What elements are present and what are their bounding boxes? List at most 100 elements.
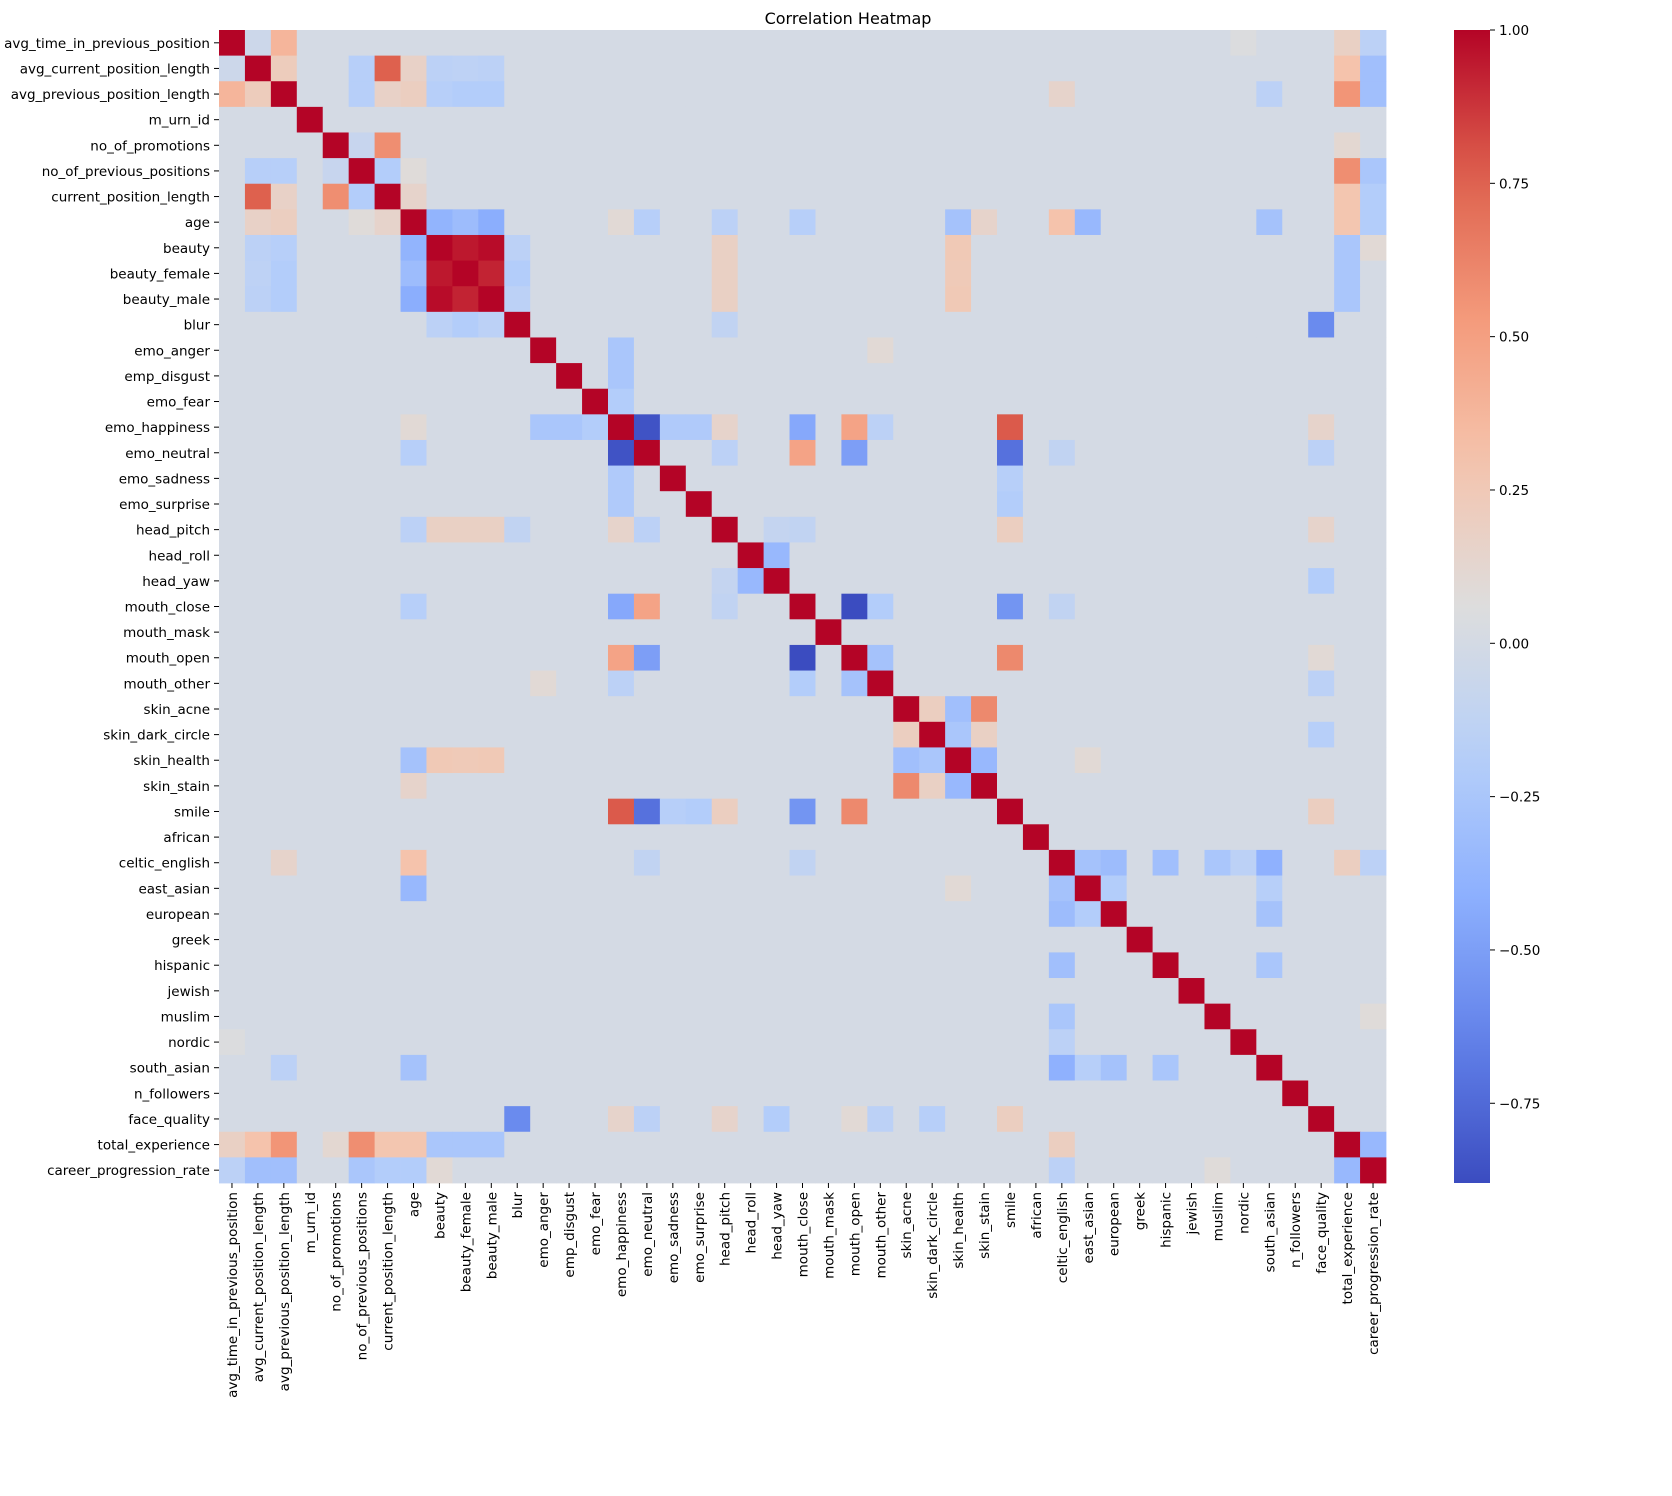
heatmap-cell [1178, 568, 1205, 595]
heatmap-cell [1022, 849, 1050, 876]
heatmap-cell [348, 414, 375, 441]
heatmap-cell [1360, 798, 1387, 825]
heatmap-cell [815, 491, 842, 518]
heatmap-cell [582, 55, 609, 82]
heatmap-cell [1256, 721, 1283, 748]
heatmap-cell [1334, 465, 1361, 492]
heatmap-cell [270, 234, 298, 261]
y-tick-label: emo_happiness [105, 420, 210, 436]
heatmap-cell [296, 183, 324, 210]
heatmap-cell [608, 670, 635, 697]
heatmap-cell [452, 158, 479, 185]
heatmap-cell [426, 81, 453, 108]
heatmap-cell [763, 209, 790, 236]
heatmap-cell [322, 1080, 350, 1107]
heatmap-cell [1282, 439, 1309, 466]
heatmap-cell [1152, 337, 1179, 364]
heatmap-cell [711, 465, 739, 492]
heatmap-cell [348, 1029, 375, 1056]
heatmap-cell [659, 644, 687, 671]
heatmap-cell [530, 491, 557, 518]
heatmap-cell [1074, 875, 1102, 902]
heatmap-cell [763, 670, 790, 697]
heatmap-cell [608, 55, 635, 82]
heatmap-cell [1074, 619, 1102, 646]
heatmap-cell [867, 260, 894, 287]
heatmap-cell [1048, 978, 1076, 1005]
heatmap-cell [815, 81, 842, 108]
heatmap-cell [582, 619, 609, 646]
heatmap-cell [374, 926, 401, 953]
heatmap-cell [1178, 593, 1205, 620]
heatmap-cell [1360, 337, 1387, 364]
heatmap-cell [685, 824, 713, 851]
heatmap-cell [478, 209, 505, 236]
heatmap-cell [997, 568, 1024, 595]
heatmap-cell [1126, 1029, 1153, 1056]
heatmap-cell [763, 747, 790, 774]
heatmap-cell [737, 1106, 764, 1133]
heatmap-cell [1308, 439, 1335, 466]
heatmap-cell [1334, 30, 1361, 57]
heatmap-cell [1256, 696, 1283, 723]
heatmap-cell [400, 619, 427, 646]
heatmap-cell [867, 491, 894, 518]
heatmap-cell [322, 849, 350, 876]
heatmap-cell [1178, 1029, 1205, 1056]
heatmap-cell [452, 209, 479, 236]
heatmap-cell [1152, 978, 1179, 1005]
heatmap-cell [1126, 670, 1153, 697]
heatmap-cell [633, 363, 661, 390]
heatmap-cell [659, 696, 687, 723]
heatmap-cell [971, 849, 998, 876]
heatmap-cell [452, 747, 479, 774]
heatmap-cell [971, 798, 998, 825]
heatmap-cell [867, 901, 894, 928]
heatmap-cell [763, 1029, 790, 1056]
x-tick-label: european [1107, 1192, 1123, 1256]
heatmap-cell [400, 516, 427, 543]
heatmap-cell [582, 414, 609, 441]
heatmap-cell [1048, 670, 1076, 697]
heatmap-cell [1334, 81, 1361, 108]
heatmap-cell [711, 619, 739, 646]
heatmap-cell [452, 55, 479, 82]
heatmap-cell [504, 1054, 531, 1081]
heatmap-cell [504, 55, 531, 82]
heatmap-cell [997, 55, 1024, 82]
heatmap-cell [296, 234, 324, 261]
heatmap-cell [374, 260, 401, 287]
heatmap-cell [789, 106, 816, 133]
heatmap-cell [530, 337, 557, 364]
heatmap-cell [452, 388, 479, 415]
heatmap-cell [478, 81, 505, 108]
heatmap-cell [400, 414, 427, 441]
heatmap-cell [789, 1054, 816, 1081]
heatmap-cell [659, 30, 687, 57]
heatmap-cell [1360, 926, 1387, 953]
heatmap-cell [659, 824, 687, 851]
heatmap-cell [945, 260, 972, 287]
heatmap-cell [400, 158, 427, 185]
heatmap-cell [1334, 1131, 1361, 1158]
heatmap-cell [582, 644, 609, 671]
heatmap-cell [1126, 363, 1153, 390]
heatmap-cell [1100, 670, 1128, 697]
x-tick-label: muslim [1210, 1192, 1226, 1241]
heatmap-cell [296, 901, 324, 928]
y-tick-label: age [185, 215, 210, 231]
heatmap-cell [270, 593, 298, 620]
heatmap-cell [530, 593, 557, 620]
heatmap-cell [400, 363, 427, 390]
x-tick-label: beauty_female [458, 1192, 474, 1292]
heatmap-cell [348, 158, 375, 185]
heatmap-cell [633, 183, 661, 210]
heatmap-cell [400, 106, 427, 133]
heatmap-cell [685, 798, 713, 825]
x-tick-label: east_asian [1081, 1192, 1097, 1264]
heatmap-cell [893, 542, 920, 569]
heatmap-cell [504, 798, 531, 825]
heatmap-cell [711, 234, 739, 261]
heatmap-cell [971, 952, 998, 979]
heatmap-cell [763, 1080, 790, 1107]
